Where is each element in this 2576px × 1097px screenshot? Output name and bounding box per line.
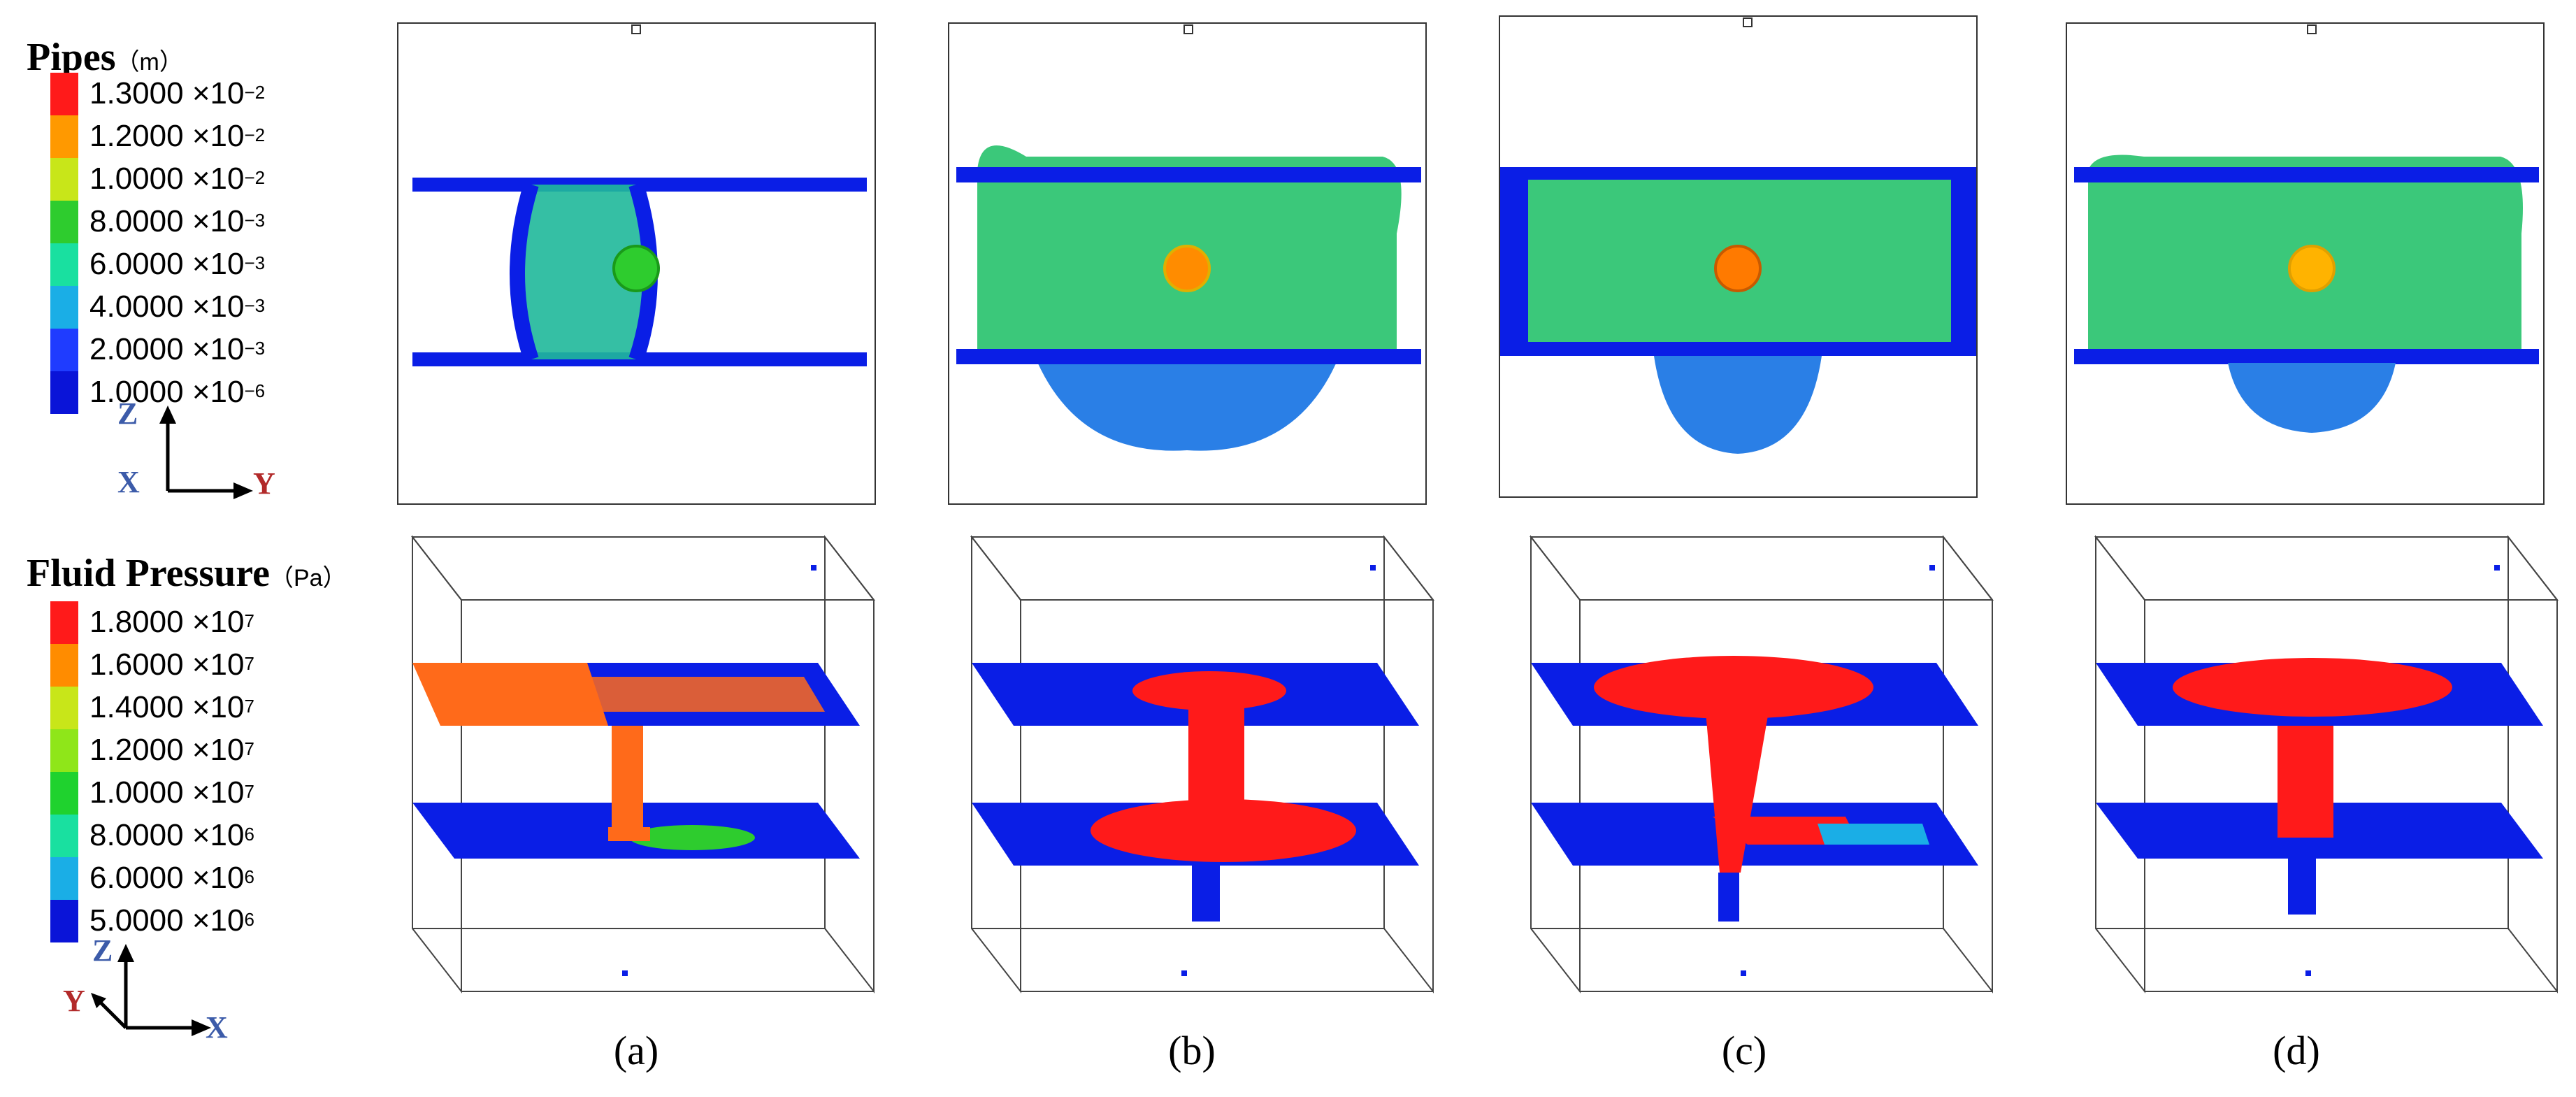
pipes-legend-value: 4.0000 ×10−3 (89, 289, 266, 324)
pressure-swatch (50, 601, 78, 644)
pressure-swatch (50, 729, 78, 772)
pipes-swatch (50, 329, 78, 371)
pressure-swatch (50, 815, 78, 857)
pressure-swatch (50, 857, 78, 900)
pressure-legend-value: 1.6000 ×107 (89, 647, 254, 682)
pipes-panel-a (397, 22, 876, 505)
pipes-axes-glyph: Z X Y (105, 399, 287, 510)
pipes-axis-x: X (117, 465, 140, 499)
pipes-panel-b (948, 22, 1427, 505)
pipes-swatch (50, 371, 78, 414)
pressure-panel-d (2082, 516, 2576, 1019)
pipes-swatch (50, 243, 78, 286)
pressure-legend-value: 1.2000 ×107 (89, 733, 254, 767)
pressure-legend-value: 8.0000 ×106 (89, 818, 254, 852)
pipes-swatch (50, 158, 78, 201)
pressure-swatch (50, 687, 78, 729)
pipes-axis-y: Y (253, 466, 275, 501)
pressure-legend-value: 5.0000 ×106 (89, 903, 254, 938)
pipes-legend-value: 1.3000 ×10−2 (89, 76, 266, 110)
pressure-panel-b (958, 516, 1503, 1019)
pressure-swatch (50, 644, 78, 687)
pipes-legend-value: 8.0000 ×10−3 (89, 204, 266, 238)
pressure-swatch (50, 772, 78, 815)
pressure-panel-a (398, 516, 944, 1019)
pipes-legend-value: 1.0000 ×10−6 (89, 375, 266, 409)
pressure-axis-y: Y (63, 984, 85, 1018)
pipes-swatch (50, 115, 78, 158)
caption-d: (d) (2273, 1028, 2320, 1073)
pressure-legend-value: 1.8000 ×107 (89, 605, 254, 639)
pressure-axis-x: X (206, 1010, 228, 1045)
pipes-panel-c (1499, 15, 1978, 498)
pressure-axes-glyph: Z Y X (56, 930, 266, 1056)
pipes-legend-value: 6.0000 ×10−3 (89, 247, 266, 281)
pipes-legend-value: 1.2000 ×10−2 (89, 119, 266, 153)
caption-a: (a) (613, 1028, 659, 1073)
pipes-legend-title: Pipes（m） (27, 36, 183, 79)
pipes-legend-value: 2.0000 ×10−3 (89, 332, 266, 366)
pipes-swatch (50, 286, 78, 329)
pipes-legend-value: 1.0000 ×10−2 (89, 162, 266, 196)
pressure-axes-arrows (91, 944, 211, 1036)
pressure-panel-c (1517, 516, 2062, 1019)
pressure-legend-value: 1.4000 ×107 (89, 690, 254, 724)
pressure-swatch (50, 900, 78, 942)
pipes-axis-z: Z (117, 396, 138, 431)
caption-b: (b) (1168, 1028, 1216, 1073)
caption-c: (c) (1721, 1028, 1767, 1073)
pressure-axis-z: Z (92, 933, 113, 968)
pipes-swatch (50, 73, 78, 115)
pressure-legend-title: Fluid Pressure（Pa） (27, 552, 347, 595)
pipes-swatch (50, 201, 78, 243)
pipes-axes-arrows (159, 406, 253, 499)
pressure-legend-value: 6.0000 ×106 (89, 861, 254, 895)
pressure-legend-value: 1.0000 ×107 (89, 775, 254, 810)
pipes-panel-d (2066, 22, 2545, 505)
